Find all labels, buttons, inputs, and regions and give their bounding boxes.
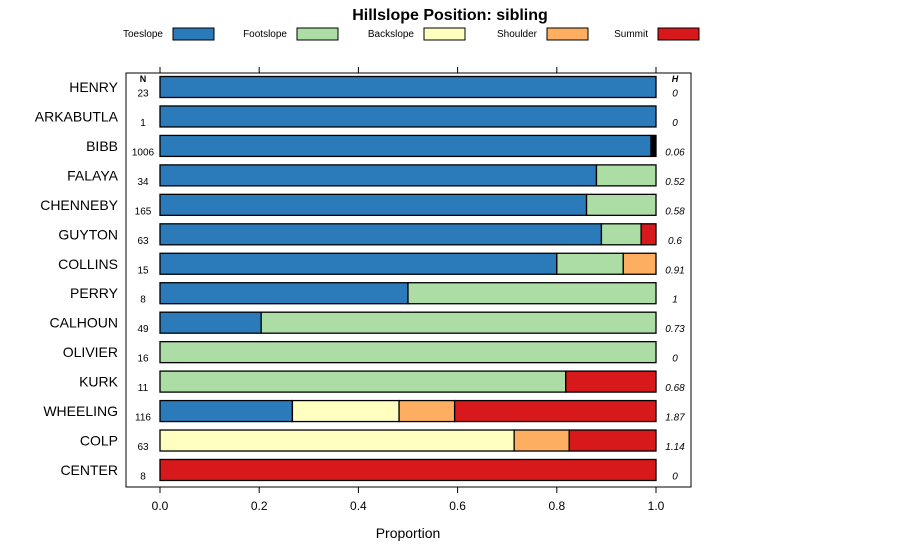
x-tick-label-0: 0.0 [152, 499, 169, 513]
row-h-henry: 0 [672, 89, 678, 100]
row-label-chenneby: CHENNEBY [40, 197, 118, 213]
row-h-falaya: 0.52 [665, 177, 685, 188]
row-n-collins: 15 [137, 265, 149, 276]
x-axis-label: Proportion [376, 525, 441, 541]
bar-guyton-toeslope [159, 223, 603, 246]
row-h-guyton: 0.6 [668, 236, 682, 247]
bar-wheeling-shoulder [398, 399, 456, 423]
bar-colp-shoulder [513, 429, 570, 452]
legend-swatch-backslope [423, 27, 466, 41]
bar-collins-footslope [556, 252, 624, 275]
bar-calhoun-footslope [260, 311, 657, 334]
bar-colp-summit [568, 429, 657, 452]
bar-bibb-toeslope [159, 134, 652, 158]
legend-label-footslope: Footslope [243, 29, 287, 40]
row-label-perry: PERRY [70, 285, 119, 301]
row-n-perry: 8 [140, 295, 146, 306]
plot-frame [125, 72, 692, 488]
row-h-colp: 1.14 [665, 442, 685, 453]
row-label-bibb: BIBB [86, 138, 118, 154]
bar-henry-toeslope [159, 75, 657, 99]
bar-collins-toeslope [159, 252, 558, 275]
bar-bibb-other [650, 134, 657, 158]
legend-label-toeslope: Toeslope [123, 29, 163, 40]
row-n-colp: 63 [137, 442, 149, 453]
row-n-olivier: 16 [137, 354, 149, 365]
x-tick-label-2: 0.4 [350, 499, 367, 513]
x-tick-label-5: 1.0 [648, 499, 665, 513]
row-n-chenneby: 165 [135, 206, 152, 217]
row-h-olivier: 0 [672, 354, 678, 365]
rows: HENRY 23 0 ARKABUTLA 1 0 BIBB 1006 0.06 FALAYA 34 0… [35, 75, 685, 482]
bar-wheeling-summit [453, 399, 657, 423]
bar-wheeling-backslope [291, 399, 400, 423]
bar-olivier-footslope [159, 340, 657, 364]
bar-falaya-toeslope [159, 164, 598, 187]
legend-swatch-footslope [296, 27, 339, 41]
row-label-olivier: OLIVIER [63, 344, 118, 360]
row-n-calhoun: 49 [137, 324, 149, 335]
row-h-perry: 1 [672, 295, 678, 306]
row-h-bibb: 0.06 [665, 147, 685, 158]
bar-guyton-summit [640, 223, 657, 246]
bar-wheeling-toeslope [159, 399, 294, 423]
legend-swatch-summit [657, 27, 700, 41]
row-label-falaya: FALAYA [67, 167, 119, 183]
bar-chenneby-toeslope [159, 193, 588, 216]
row-h-chenneby: 0.58 [665, 206, 685, 217]
bar-collins-shoulder [622, 252, 657, 275]
bar-falaya-footslope [595, 164, 657, 187]
row-n-guyton: 63 [137, 236, 149, 247]
row-n-center: 8 [140, 471, 146, 482]
bar-chenneby-footslope [585, 193, 657, 216]
row-h-kurk: 0.68 [665, 383, 685, 394]
x-tick-label-3: 0.6 [449, 499, 466, 513]
bar-arkabutla-toeslope [159, 105, 657, 128]
row-label-center: CENTER [60, 462, 118, 478]
row-label-calhoun: CALHOUN [50, 315, 118, 331]
row-n-wheeling: 116 [135, 413, 151, 424]
row-label-henry: HENRY [69, 79, 118, 95]
bar-perry-toeslope [159, 282, 409, 305]
row-label-wheeling: WHEELING [43, 403, 118, 419]
bar-kurk-summit [565, 370, 657, 393]
row-n-arkabutla: 1 [140, 118, 146, 129]
x-axis: 0.0 0.2 0.4 0.6 0.8 1.0 [152, 67, 665, 513]
row-h-collins: 0.91 [665, 265, 684, 276]
legend-swatch-toeslope [172, 27, 215, 41]
row-label-guyton: GUYTON [58, 226, 118, 242]
row-label-kurk: KURK [79, 374, 119, 390]
row-n-kurk: 11 [138, 383, 149, 394]
x-tick-label-1: 0.2 [251, 499, 268, 513]
legend-label-backslope: Backslope [368, 29, 415, 40]
legend-label-summit: Summit [614, 29, 648, 40]
chart-title: Hillslope Position: sibling [352, 7, 548, 24]
bar-guyton-footslope [600, 223, 642, 246]
legend-label-shoulder: Shoulder [497, 29, 538, 40]
row-h-wheeling: 1.87 [665, 413, 685, 424]
row-n-falaya: 34 [137, 177, 149, 188]
row-label-colp: COLP [80, 433, 118, 449]
row-n-henry: 23 [137, 89, 149, 100]
n-column-header: N [140, 74, 147, 84]
row-h-calhoun: 0.73 [665, 324, 685, 335]
bar-calhoun-toeslope [159, 311, 262, 334]
row-n-bibb: 1006 [132, 147, 155, 158]
dendrogram [712, 87, 861, 426]
row-label-collins: COLLINS [58, 256, 118, 272]
bar-kurk-footslope [159, 370, 567, 393]
x-tick-label-4: 0.8 [548, 499, 565, 513]
legend-swatch-shoulder [546, 27, 589, 41]
bar-center-summit [159, 458, 657, 482]
bar-perry-footslope [407, 282, 657, 305]
row-h-arkabutla: 0 [672, 118, 678, 129]
h-column-header: H [672, 74, 679, 84]
row-label-arkabutla: ARKABUTLA [35, 108, 119, 124]
legend: Toeslope Footslope Backslope Shoulder Summit [123, 27, 700, 41]
bar-colp-backslope [159, 429, 515, 452]
row-h-center: 0 [672, 471, 678, 482]
